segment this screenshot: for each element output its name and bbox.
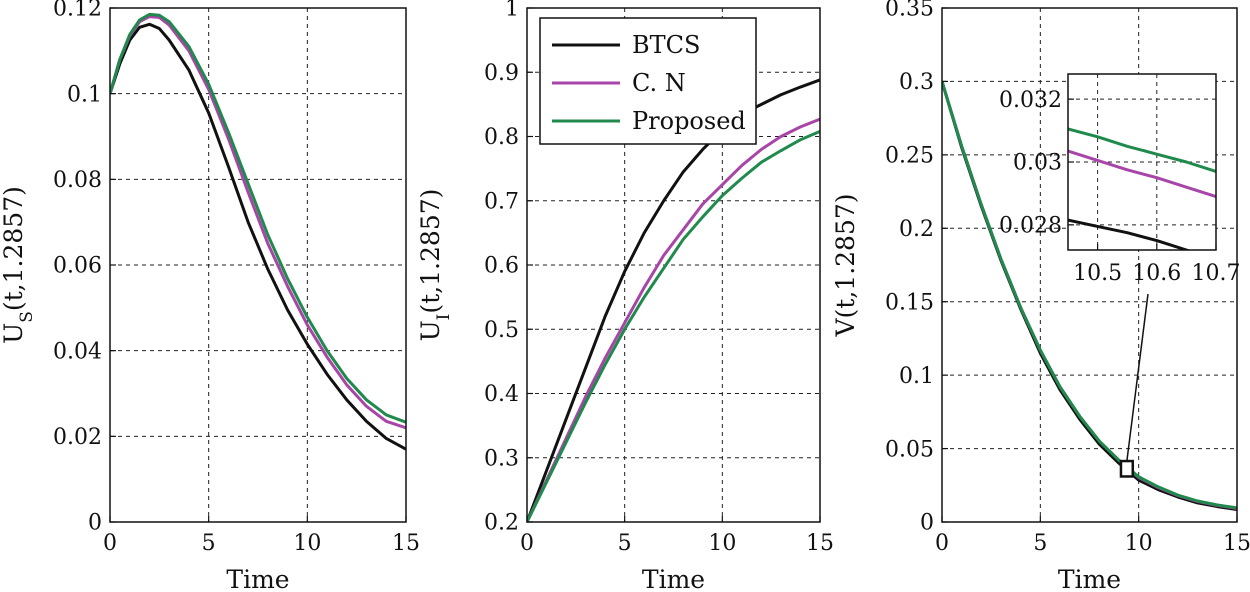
- y-tick-label: 0.12: [53, 0, 102, 22]
- y-tick-label: 0.4: [484, 382, 519, 407]
- x-tick-label: 0: [935, 531, 949, 556]
- series-line-proposed: [527, 129, 820, 522]
- series-group: [110, 12, 406, 451]
- x-axis-label: Time: [1058, 565, 1121, 592]
- x-tick-label: 10: [293, 531, 321, 556]
- y-axis-label: V(t,1.2857): [831, 193, 860, 337]
- series-line-proposed: [942, 80, 1237, 510]
- y-tick-label: 0.08: [53, 168, 102, 193]
- zoom-marker: [1119, 459, 1135, 478]
- x-tick-label: 10.6: [1132, 261, 1181, 286]
- legend: BTCS C. N Proposed: [539, 17, 757, 145]
- y-tick-label: 0.06: [53, 254, 102, 279]
- y-tick-label: 0: [920, 511, 934, 536]
- legend-label: BTCS: [632, 31, 700, 59]
- y-tick-label: 0.1: [899, 364, 934, 389]
- x-axis-label: Time: [226, 565, 289, 592]
- x-tick-label: 5: [202, 531, 216, 556]
- series-group: [1068, 127, 1216, 250]
- inset-zoom-panel: 10.5 10.6 10.7 0.028 0.03 0.032: [999, 73, 1241, 478]
- series-line-btcs: [110, 22, 406, 451]
- legend-box: [539, 17, 757, 145]
- y-tick-label: 0.1: [67, 82, 102, 107]
- y-tick-label: 0.15: [885, 290, 934, 315]
- y-axis-label: US(t,1.2857): [0, 186, 37, 344]
- y-tick-label: 0.2: [484, 511, 519, 536]
- axes-frame: [941, 7, 1238, 523]
- series-group: [942, 80, 1237, 512]
- legend-label: Proposed: [632, 107, 746, 135]
- y-tick-label: 0.9: [484, 61, 519, 86]
- series-line-btcs: [527, 78, 820, 522]
- y-tick-label: 0.35: [885, 0, 934, 22]
- y-tick-label: 0.032: [999, 88, 1062, 113]
- x-tick-label: 10: [1125, 531, 1153, 556]
- series-line-proposed: [1068, 127, 1216, 173]
- series-line-btcs: [1068, 218, 1192, 250]
- y-tick-label: 0.25: [885, 144, 934, 169]
- x-tick-label: 15: [1223, 531, 1250, 556]
- y-tick-label: 0: [88, 511, 102, 536]
- x-axis-label: Time: [642, 565, 705, 592]
- series-line-c-n: [527, 117, 820, 522]
- x-tick-label: 5: [618, 531, 632, 556]
- y-tick-label: 0.02: [53, 425, 102, 450]
- series-group: [527, 78, 820, 522]
- zoom-pointer-line: [1126, 293, 1149, 462]
- series-line-proposed: [110, 12, 406, 424]
- y-tick-label: 0.3: [899, 70, 934, 95]
- y-tick-label: 0.3: [484, 446, 519, 471]
- x-tick-label: 0: [103, 531, 117, 556]
- y-tick-label: 1: [505, 0, 519, 22]
- x-tick-label: 5: [1033, 531, 1047, 556]
- chart-panel-us: 0 5 10 15 0 0.02 0.04 0.06 0.08 0.1 0.12 Time US(t,1…: [0, 0, 420, 592]
- x-tick-label: 15: [806, 531, 834, 556]
- y-tick-label: 0.6: [484, 254, 519, 279]
- y-tick-label: 0.7: [484, 189, 519, 214]
- x-tick-label: 0: [520, 531, 534, 556]
- x-tick-label: 10.7: [1192, 261, 1241, 286]
- x-tick-label: 10.5: [1073, 261, 1122, 286]
- y-tick-label: 0.028: [999, 214, 1062, 239]
- x-tick-label: 10: [708, 531, 736, 556]
- y-tick-label: 0.8: [484, 125, 519, 150]
- y-tick-label: 0.2: [899, 217, 934, 242]
- y-tick-label: 0.05: [885, 437, 934, 462]
- y-tick-label: 0.03: [1013, 151, 1062, 176]
- y-tick-label: 0.5: [484, 318, 519, 343]
- legend-label: C. N: [632, 69, 686, 97]
- y-tick-label: 0.04: [53, 339, 102, 364]
- x-tick-label: 15: [392, 531, 420, 556]
- series-line-c-n: [1068, 149, 1216, 198]
- y-axis-label: UI(t,1.2857): [416, 189, 454, 342]
